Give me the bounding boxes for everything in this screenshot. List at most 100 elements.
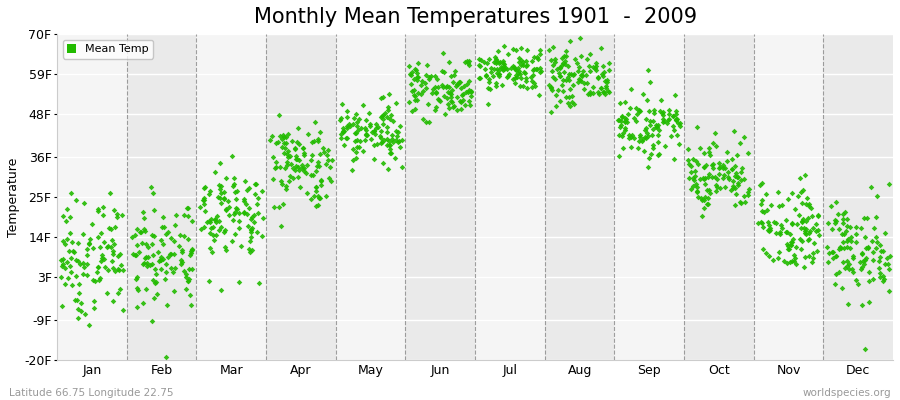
Point	[779, 228, 794, 235]
Point	[382, 138, 396, 144]
Point	[168, 212, 183, 218]
Point	[598, 82, 613, 89]
Point	[68, 257, 83, 263]
Point	[572, 68, 586, 74]
Point	[666, 112, 680, 119]
Point	[491, 71, 506, 78]
Point	[196, 224, 211, 230]
Point	[832, 246, 847, 252]
Y-axis label: Temperature: Temperature	[7, 157, 20, 237]
Point	[145, 241, 159, 247]
Point	[855, 302, 869, 308]
Point	[81, 240, 95, 246]
Point	[761, 253, 776, 259]
Point	[460, 58, 474, 64]
Point	[200, 219, 214, 225]
Point	[54, 274, 68, 280]
Point	[586, 64, 600, 70]
Point	[454, 106, 469, 112]
Point	[275, 144, 290, 150]
Point	[382, 142, 397, 149]
Point	[337, 128, 351, 135]
Point	[238, 178, 252, 185]
Point	[130, 242, 144, 248]
Point	[313, 151, 328, 157]
Point	[436, 50, 450, 56]
Point	[557, 53, 572, 60]
Point	[394, 164, 409, 170]
Point	[461, 89, 475, 96]
Point	[652, 126, 666, 133]
Point	[60, 259, 75, 266]
Point	[785, 239, 799, 246]
Point	[655, 118, 670, 125]
Point	[148, 280, 162, 286]
Point	[100, 290, 114, 296]
Point	[865, 276, 879, 283]
Point	[447, 68, 462, 74]
Point	[735, 164, 750, 171]
Point	[147, 232, 161, 239]
Point	[193, 204, 207, 211]
Point	[312, 194, 327, 201]
Point	[720, 158, 734, 164]
Point	[857, 260, 871, 267]
Point	[92, 277, 106, 283]
Point	[767, 219, 781, 226]
Point	[305, 139, 320, 145]
Point	[148, 279, 163, 286]
Point	[516, 58, 530, 65]
Point	[811, 212, 825, 218]
Point	[462, 86, 476, 93]
Point	[391, 129, 405, 135]
Point	[562, 94, 576, 101]
Point	[637, 133, 652, 140]
Point	[248, 191, 262, 197]
Point	[88, 278, 103, 284]
Point	[496, 67, 510, 73]
Point	[91, 208, 105, 214]
Point	[454, 85, 468, 91]
Point	[309, 184, 323, 191]
Point	[214, 286, 229, 293]
Point	[309, 203, 323, 210]
Point	[589, 67, 603, 74]
Point	[761, 226, 776, 233]
Point	[879, 255, 894, 261]
Point	[548, 56, 562, 62]
Point	[508, 80, 522, 87]
Point	[227, 174, 241, 181]
Point	[106, 241, 121, 248]
Point	[86, 244, 100, 251]
Point	[229, 205, 243, 211]
Point	[835, 231, 850, 237]
Point	[196, 197, 211, 204]
Point	[184, 245, 199, 252]
Point	[350, 136, 365, 143]
Point	[491, 73, 506, 80]
Point	[237, 210, 251, 216]
Point	[150, 249, 165, 256]
Point	[781, 243, 796, 250]
Point	[633, 134, 647, 140]
Point	[393, 123, 408, 130]
Point	[558, 58, 572, 64]
Point	[368, 120, 382, 127]
Point	[869, 193, 884, 199]
Point	[248, 181, 263, 187]
Point	[159, 354, 174, 360]
Point	[708, 182, 723, 188]
Point	[94, 252, 109, 258]
Point	[56, 213, 70, 219]
Point	[472, 62, 487, 68]
Point	[793, 175, 807, 182]
Point	[238, 209, 252, 215]
Point	[271, 112, 285, 118]
Point	[82, 241, 96, 247]
Point	[803, 227, 817, 234]
Point	[577, 86, 591, 92]
Point	[840, 228, 854, 234]
Point	[167, 221, 182, 228]
Point	[57, 238, 71, 244]
Point	[575, 73, 590, 79]
